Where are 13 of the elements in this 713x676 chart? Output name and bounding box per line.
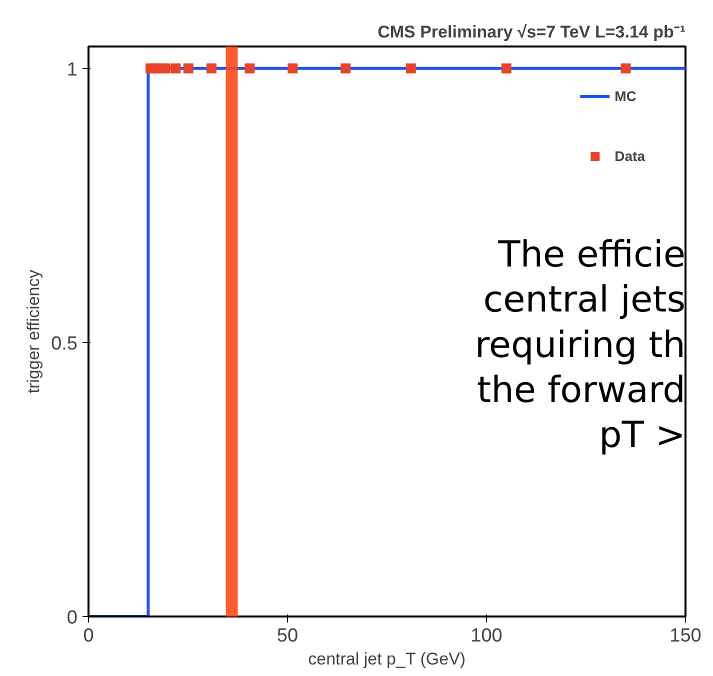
y-tick-label: 0	[66, 608, 78, 628]
x-tick-label: 100	[470, 626, 502, 646]
annotation: The efficie central jets requiring th the forward pT >	[474, 234, 686, 456]
x-axis-title: central jet p_T (GeV)	[308, 650, 466, 668]
x-tick-label: 0	[83, 626, 94, 646]
x-tick-label: 50	[276, 626, 298, 646]
y-tick-label: 1	[66, 59, 78, 80]
legend-label: Data	[614, 148, 645, 164]
y-tick-label: 0.5	[51, 333, 78, 354]
legend-label: MC	[614, 88, 636, 104]
chart-title: CMS Preliminary √s=7 TeV L=3.14 pb⁻¹	[378, 22, 686, 42]
x-tick-label: 150	[670, 626, 702, 646]
y-axis-title: trigger efficiency	[24, 269, 44, 394]
